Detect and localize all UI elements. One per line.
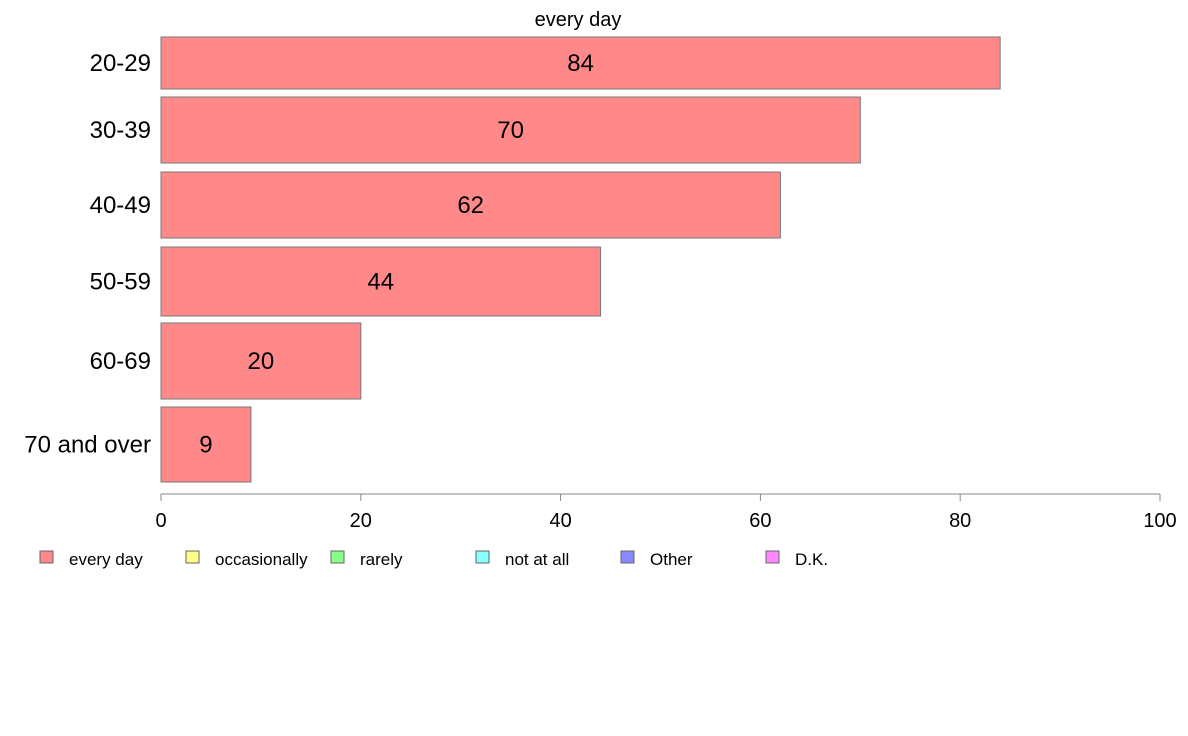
bar-60-69 — [160, 322, 362, 400]
bar-20-29 — [160, 36, 1001, 90]
category-label: 60-69 — [90, 348, 151, 375]
bar-value-label: 44 — [367, 269, 394, 296]
bar-value-label: 62 — [457, 192, 484, 219]
x-axis: 0 20 40 60 80 100 — [155, 493, 1177, 532]
x-tick-label: 0 — [155, 510, 166, 532]
legend-swatch — [620, 550, 635, 564]
bar-value-label: 70 — [497, 117, 524, 144]
category-label: 50-59 — [90, 269, 151, 296]
legend-label: every day — [69, 550, 143, 569]
bar-value-label: 20 — [248, 348, 275, 375]
x-tick-label: 80 — [949, 510, 971, 532]
bars-group: 20-29 84 30-39 70 40-49 62 50-59 44 60-69 20 70 an… — [24, 36, 1001, 483]
legend-swatch — [185, 550, 200, 564]
legend-swatch — [765, 550, 780, 564]
category-label: 20-29 — [90, 50, 151, 77]
category-label: 70 and over — [24, 432, 151, 459]
chart-title: every day — [535, 9, 622, 31]
bar-value-label: 9 — [199, 432, 212, 459]
category-label: 30-39 — [90, 117, 151, 144]
legend-label: not at all — [505, 550, 569, 569]
bar-50-59 — [160, 246, 602, 317]
bar-40-49 — [160, 171, 781, 239]
bar-70-and-over — [160, 406, 252, 483]
category-label: 40-49 — [90, 192, 151, 219]
legend: every day occasionally rarely not at all Oth… — [39, 550, 828, 569]
x-tick-label: 40 — [549, 510, 571, 532]
legend-label: D.K. — [795, 550, 828, 569]
legend-label: rarely — [360, 550, 403, 569]
legend-label: occasionally — [215, 550, 308, 569]
bar-30-39 — [160, 96, 861, 164]
legend-swatch — [39, 550, 54, 564]
x-tick-label: 20 — [350, 510, 372, 532]
bar-value-label: 84 — [567, 50, 594, 77]
legend-label: Other — [650, 550, 693, 569]
legend-swatch — [330, 550, 345, 564]
legend-swatch — [475, 550, 490, 564]
x-tick-label: 100 — [1143, 510, 1176, 532]
x-tick-label: 60 — [749, 510, 771, 532]
